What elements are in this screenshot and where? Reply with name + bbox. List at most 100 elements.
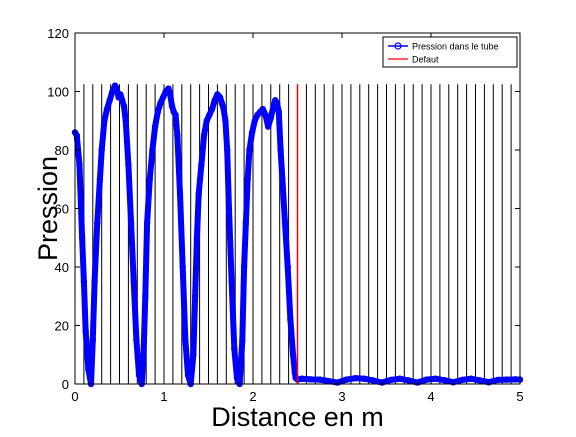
x-tick-label: 5 [516, 389, 523, 404]
data-point [223, 146, 231, 154]
x-axis-label: Distance en m [211, 402, 384, 432]
data-point [273, 99, 281, 107]
data-point [248, 129, 256, 136]
data-point [200, 132, 208, 139]
data-point [125, 161, 132, 168]
x-tick-label: 3 [338, 389, 345, 404]
data-point [127, 219, 135, 227]
data-point [106, 97, 113, 104]
data-point [239, 336, 246, 344]
data-point [512, 376, 519, 383]
data-point [298, 375, 306, 382]
x-tick-label: 4 [427, 389, 434, 404]
data-point [174, 132, 181, 139]
data-point [73, 132, 80, 139]
data-point [172, 111, 179, 119]
data-point [284, 263, 291, 271]
data-point [244, 176, 251, 183]
data-point [149, 146, 156, 154]
data-point [157, 99, 164, 107]
data-point [503, 376, 510, 383]
data-point [334, 379, 341, 386]
data-point [432, 375, 439, 382]
data-point [279, 176, 286, 183]
data-point [441, 376, 448, 384]
data-point [281, 219, 289, 227]
data-point [369, 377, 377, 384]
data-point [85, 366, 92, 373]
data-point [96, 176, 104, 183]
data-point [450, 379, 457, 386]
data-point [287, 316, 294, 323]
data-point [113, 85, 121, 92]
data-point [233, 374, 241, 382]
y-tick-label: 0 [62, 377, 69, 392]
legend-box [382, 36, 518, 68]
data-point [307, 376, 315, 383]
data-point [242, 219, 250, 227]
x-tick-label: 1 [160, 389, 167, 404]
legend-marker [394, 42, 402, 50]
legend: Pression dans le tube Defaut [382, 36, 518, 68]
data-point [343, 376, 350, 383]
data-point [133, 336, 140, 344]
data-point [182, 336, 189, 344]
data-point [423, 376, 430, 383]
data-point [203, 117, 210, 124]
data-point [275, 108, 283, 116]
data-point [143, 219, 151, 227]
data-point [165, 85, 172, 92]
data-point [206, 111, 213, 119]
data-point [414, 379, 421, 386]
data-point [211, 97, 218, 104]
y-tick-label: 20 [55, 319, 69, 334]
data-point [476, 377, 484, 384]
data-point [101, 117, 108, 124]
data-point [190, 351, 197, 358]
data-point [246, 146, 253, 154]
data-point [361, 375, 368, 382]
data-point [142, 293, 149, 300]
data-point [78, 234, 86, 241]
data-point [151, 123, 159, 130]
data-point [109, 88, 116, 95]
data-point [140, 351, 147, 358]
data-point [130, 278, 137, 285]
data-point [220, 105, 227, 113]
data-point [208, 105, 216, 113]
y-tick-label: 60 [55, 202, 69, 217]
data-point [103, 105, 111, 113]
data-point [396, 375, 404, 382]
data-point [494, 376, 501, 384]
data-point [89, 336, 97, 344]
data-point [98, 146, 105, 154]
data-point [135, 372, 143, 379]
data-point [251, 117, 258, 124]
data-point [378, 379, 386, 386]
data-point [267, 114, 274, 122]
data-point [216, 94, 224, 101]
data-point [118, 97, 126, 104]
data-point [277, 146, 284, 154]
data-point [179, 263, 186, 271]
data-point [195, 190, 202, 198]
data-point [259, 105, 266, 113]
data-point [289, 351, 297, 358]
data-point [168, 102, 176, 110]
y-tick-label: 40 [55, 260, 69, 275]
legend-entry-label: Pression dans le tube [412, 42, 499, 52]
data-point [240, 263, 248, 271]
y-axis-label: Pression [33, 156, 63, 261]
data-point [228, 278, 235, 285]
x-tick-label: 2 [249, 389, 256, 404]
legend-entry-label: Defaut [412, 55, 439, 65]
data-point [82, 328, 89, 335]
data-point [316, 376, 323, 383]
series-layer [71, 82, 524, 388]
data-point [154, 108, 161, 116]
data-point [485, 379, 493, 386]
data-point [387, 376, 395, 384]
data-point [264, 123, 272, 130]
